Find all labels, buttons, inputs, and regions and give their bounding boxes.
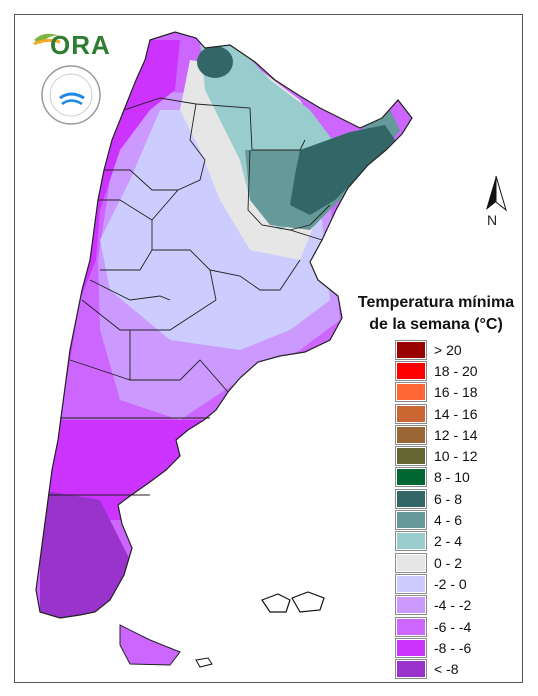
legend-label: < -8: [434, 661, 459, 678]
tierra-del-fuego: [119, 624, 181, 666]
legend-title-line1: Temperatura mínima: [357, 294, 515, 311]
legend-item: < -8: [395, 658, 478, 680]
legend-swatch: [395, 360, 427, 381]
legend-label: 2 - 4: [434, 533, 463, 550]
legend-swatch: [395, 616, 427, 637]
legend-swatch: [395, 552, 427, 573]
legend-swatch: [395, 595, 427, 616]
province-borders: [48, 97, 331, 496]
legend-swatch: [395, 659, 427, 680]
legend-label: -4 - -2: [434, 597, 472, 614]
zone-6-8: [290, 125, 395, 215]
legend-item: 6 - 8: [395, 488, 478, 509]
legend-label: 4 - 6: [434, 512, 463, 529]
smn-logo: [41, 65, 101, 125]
legend-list: > 20 18 - 20 16 - 18 14 - 16 12 - 14 10 …: [395, 339, 478, 680]
legend-label: -6 - -4: [434, 618, 472, 635]
legend-item: 14 - 16: [395, 403, 478, 424]
legend-item: 12 - 14: [395, 424, 478, 445]
legend-label: 10 - 12: [434, 448, 478, 465]
legend-item: -6 - -4: [395, 616, 478, 637]
ora-logo: [33, 33, 61, 46]
legend-item: 10 - 12: [395, 445, 478, 467]
legend-item: 18 - 20: [395, 360, 478, 381]
legend-swatch: [395, 573, 427, 594]
legend-swatch: [395, 339, 427, 360]
legend-swatch: [395, 446, 427, 467]
legend-swatch: [395, 531, 427, 552]
legend-swatch: [395, 424, 427, 445]
malvinas-islands: [261, 591, 325, 613]
legend-label: > 20: [434, 341, 462, 358]
country-outline: [35, 31, 413, 619]
legend-item: 0 - 2: [395, 552, 478, 573]
legend-item: 8 - 10: [395, 467, 478, 488]
legend-label: 16 - 18: [434, 384, 478, 401]
legend-label: 6 - 8: [434, 490, 463, 507]
legend-swatch: [395, 637, 427, 658]
legend: Temperatura mínima de la semana (°C) > 2…: [346, 292, 526, 680]
north-label: N: [487, 212, 498, 228]
legend-item: > 20: [395, 339, 478, 360]
legend-item: 16 - 18: [395, 382, 478, 403]
zone-6-8-north: [197, 46, 233, 78]
south-islet: [195, 657, 213, 668]
legend-label: 12 - 14: [434, 426, 478, 443]
zone-below-minus8: [40, 490, 130, 618]
legend-label: 0 - 2: [434, 554, 463, 571]
legend-swatch: [395, 403, 427, 424]
legend-label: 8 - 10: [434, 469, 470, 486]
legend-item: -8 - -6: [395, 637, 478, 658]
legend-title-line2: de la semana (°C): [369, 316, 503, 333]
legend-label: -8 - -6: [434, 639, 472, 656]
north-arrow-icon: [486, 175, 507, 212]
legend-swatch: [395, 488, 427, 509]
legend-item: -4 - -2: [395, 595, 478, 616]
legend-label: 14 - 16: [434, 405, 478, 422]
legend-item: -2 - 0: [395, 573, 478, 594]
legend-label: 18 - 20: [434, 362, 478, 379]
legend-swatch: [395, 467, 427, 488]
legend-swatch: [395, 382, 427, 403]
legend-item: 4 - 6: [395, 509, 478, 531]
legend-swatch: [395, 510, 427, 531]
legend-label: -2 - 0: [434, 575, 467, 592]
ora-logo-text: ORA: [50, 30, 111, 60]
legend-item: 2 - 4: [395, 531, 478, 552]
